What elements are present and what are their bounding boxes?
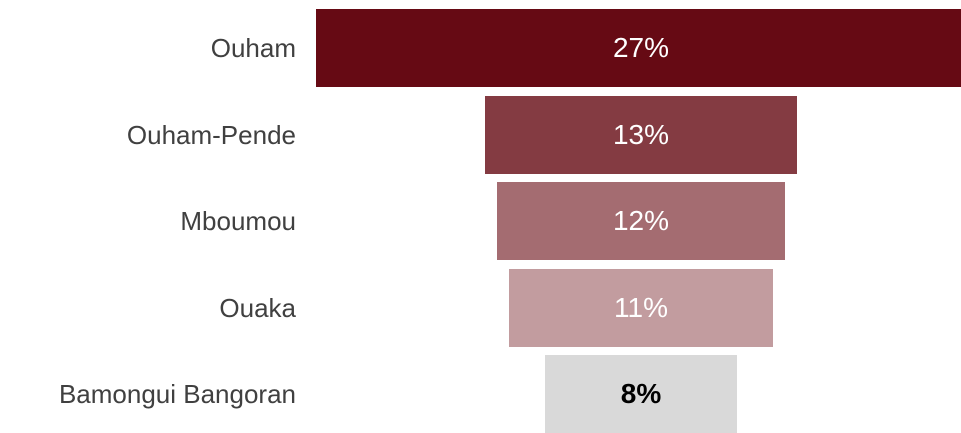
data-label: 12% — [612, 205, 669, 236]
funnel-bar: 8% — [544, 355, 738, 433]
category-label: Ouham — [210, 33, 296, 63]
funnel-bar: 12% — [496, 182, 786, 260]
data-label: 27% — [612, 32, 670, 63]
funnel-bar: 11% — [508, 268, 774, 347]
funnel-bar: 13% — [484, 95, 798, 174]
category-label: Mboumou — [180, 206, 296, 236]
funnel-bar: 27% — [316, 9, 961, 87]
data-label: 8% — [620, 378, 662, 409]
data-label: 13% — [612, 118, 670, 150]
category-label: Ouaka — [219, 292, 296, 323]
category-label: Bamongui Bangoran — [58, 379, 296, 409]
category-label: Ouham-Pende — [126, 119, 296, 150]
data-label: 11% — [614, 291, 668, 323]
